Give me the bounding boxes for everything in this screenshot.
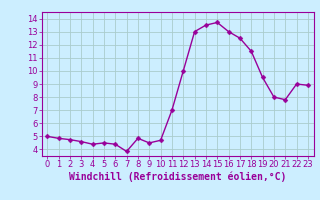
X-axis label: Windchill (Refroidissement éolien,°C): Windchill (Refroidissement éolien,°C) [69, 172, 286, 182]
